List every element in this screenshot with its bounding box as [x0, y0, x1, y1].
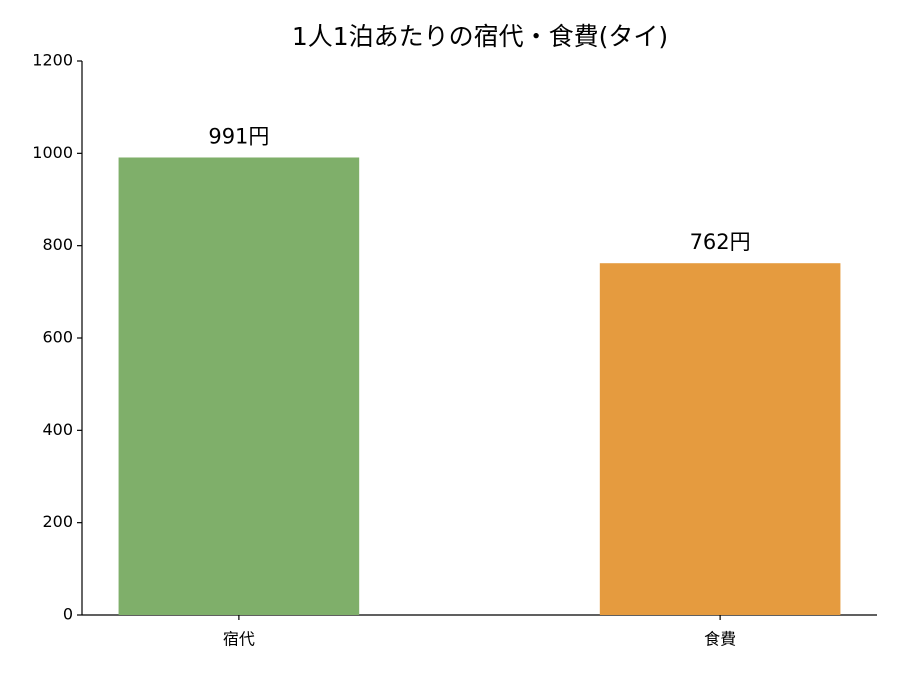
value-label: 762円: [690, 230, 751, 254]
x-tick-label: 宿代: [223, 630, 255, 649]
y-tick-label: 0: [63, 605, 73, 624]
y-tick-label: 1200: [32, 51, 73, 70]
chart-title: 1人1泊あたりの宿代・食費(タイ): [292, 22, 668, 51]
y-tick-label: 200: [42, 512, 73, 531]
y-tick-label: 600: [42, 328, 73, 347]
y-tick-label: 1000: [32, 143, 73, 162]
y-tick-label: 400: [42, 420, 73, 439]
y-tick-label: 800: [42, 235, 73, 254]
bar: [599, 263, 841, 615]
value-label: 991円: [208, 124, 269, 148]
x-tick-label: 食費: [704, 630, 736, 649]
bar: [118, 157, 360, 615]
